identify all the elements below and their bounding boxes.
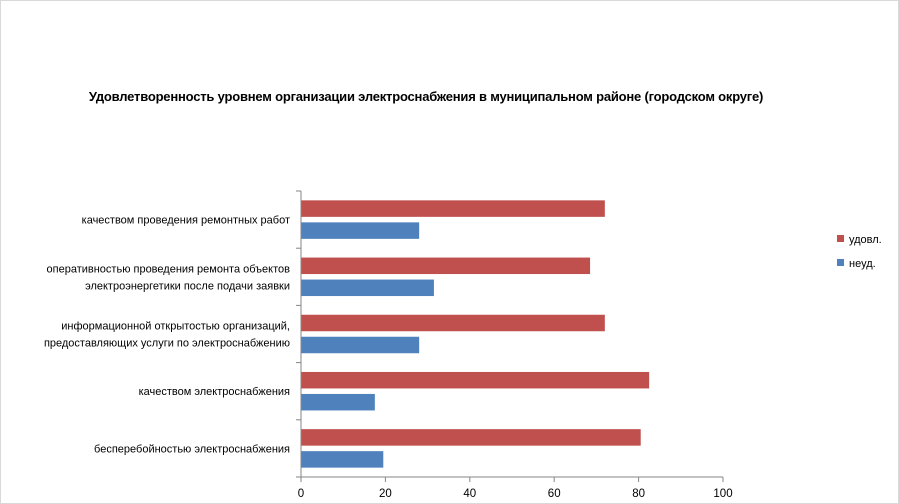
x-tick-label: 40 [463,488,476,500]
legend-swatch-satisfied [837,235,844,242]
x-tick-label: 100 [713,488,732,500]
bar-satisfied-0 [301,200,605,217]
category-label-2-line-0: информационной открытостью организаций, [61,321,290,333]
bar-unsatisfied-3 [301,393,375,411]
category-label-2-line-1: предоставляющих услуги по электроснабжен… [44,338,290,350]
legend-label-satisfied: удовл. [849,234,882,246]
legend-swatch-unsatisfied [837,259,844,266]
category-labels: качеством проведения ремонтных работ опер… [44,215,290,456]
bar-satisfied-3 [301,371,650,389]
category-label-4: бесперебойностью электроснабжения [94,443,290,455]
legend-label-unsatisfied: неуд. [849,258,876,270]
bar-satisfied-4 [301,429,641,446]
bars-layer [301,200,650,468]
category-label-1-line-0: оперативностью проведения ремонта объект… [47,263,291,275]
axes-layer [296,190,724,482]
x-tick-label: 0 [298,488,304,500]
x-tick-label: 60 [548,488,561,500]
x-tick-label: 20 [379,488,392,500]
x-tick-label: 80 [632,488,645,500]
bar-unsatisfied-0 [301,222,420,239]
bar-satisfied-1 [301,257,591,275]
bar-unsatisfied-1 [301,279,434,297]
chart-title: Удовлетворенность уровнем организации эл… [88,89,764,104]
category-label-3: качеством электроснабжения [139,386,290,398]
bar-satisfied-2 [301,314,605,332]
tick-labels: 0 20 40 60 80 100 [298,488,733,500]
bar-unsatisfied-4 [301,451,384,468]
category-label-0: качеством проведения ремонтных работ [82,215,290,227]
category-label-1-line-1: электроэнергетики после подачи заявки [85,280,290,292]
bar-unsatisfied-2 [301,336,420,354]
legend: удовл. неуд. [837,234,882,270]
